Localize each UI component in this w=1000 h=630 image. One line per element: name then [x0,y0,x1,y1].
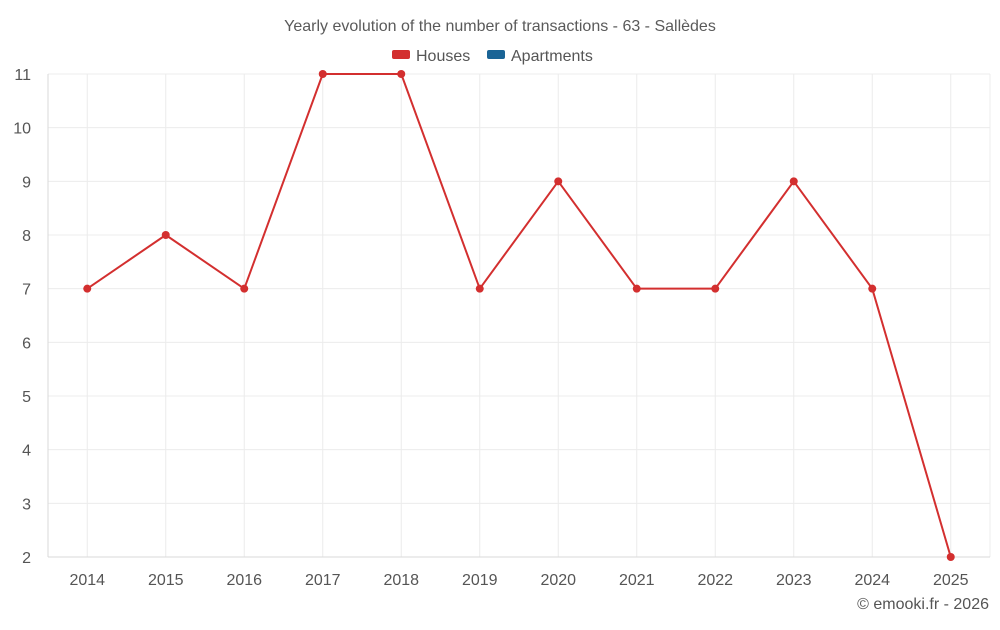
data-point[interactable] [632,284,641,293]
data-point[interactable] [161,231,170,239]
y-tick-label: 6 [22,335,31,352]
x-tick-label: 2019 [462,572,498,589]
y-tick-label: 8 [22,228,31,245]
x-axis-ticks: 2014 2015 2016 2017 2018 2019 2020 2021 2022 2023… [69,572,968,589]
x-tick-label: 2014 [69,572,105,589]
y-tick-label: 3 [22,496,31,513]
data-point[interactable] [868,284,877,293]
y-tick-label: 11 [14,67,31,84]
chart-legend: Houses Apartments [392,48,593,65]
data-point[interactable] [711,284,720,293]
data-point[interactable] [789,177,798,186]
x-tick-label: 2021 [619,572,655,589]
y-tick-label: 4 [22,443,31,460]
x-tick-label: 2016 [226,572,262,589]
legend-item-houses[interactable]: Houses [392,48,470,65]
y-tick-label: 9 [22,174,31,191]
data-point[interactable] [946,553,955,561]
grid-lines [48,73,990,558]
credit-text: © emooki.fr - 2026 [857,596,989,613]
x-tick-label: 2017 [305,572,341,589]
data-point[interactable] [83,284,92,293]
y-tick-label: 10 [13,121,31,138]
x-tick-label: 2024 [854,572,890,589]
data-points-houses [83,70,955,561]
y-tick-label: 5 [22,389,31,406]
data-point[interactable] [240,284,249,293]
x-tick-label: 2025 [933,572,969,589]
x-tick-label: 2023 [776,572,812,589]
x-tick-label: 2015 [148,572,184,589]
legend-label-houses: Houses [416,48,470,65]
data-point[interactable] [554,177,563,186]
legend-label-apartments: Apartments [511,48,593,65]
data-point[interactable] [318,70,327,78]
legend-swatch-houses [392,50,410,59]
series-houses [86,73,952,558]
y-tick-label: 2 [22,550,31,567]
chart-title: Yearly evolution of the number of transa… [284,18,716,35]
x-tick-label: 2018 [383,572,419,589]
legend-item-apartments[interactable]: Apartments [487,48,593,65]
data-point[interactable] [475,284,484,293]
data-point[interactable] [397,70,406,78]
series-line-houses [86,73,952,558]
x-tick-label: 2022 [697,572,733,589]
axes [47,74,991,558]
x-tick-label: 2020 [540,572,576,589]
y-tick-label: 7 [22,282,31,299]
legend-swatch-apartments [487,50,505,59]
y-axis-ticks: 2 3 4 5 6 7 8 9 10 11 [13,67,31,567]
